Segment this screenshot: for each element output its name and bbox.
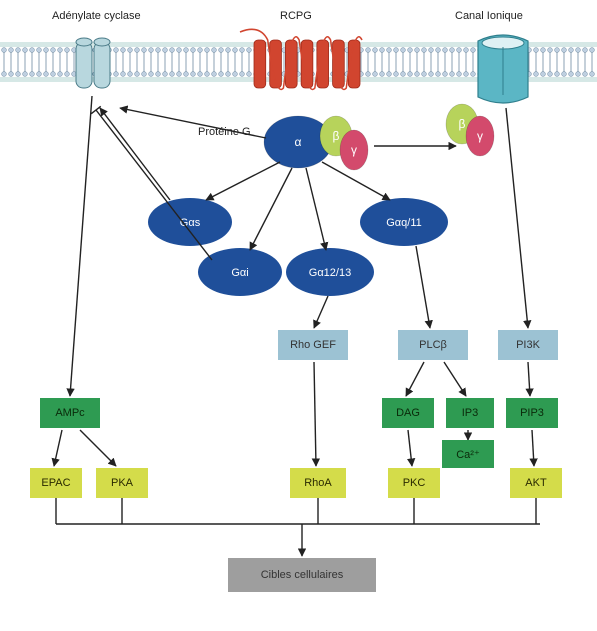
box-epac: EPAC — [30, 468, 82, 498]
label-proteine-g: Protéine G — [198, 126, 251, 138]
box-plcb: PLCβ — [398, 330, 468, 360]
arrow-ion-to-pi3k — [506, 108, 528, 328]
box-rhogef-text: Rho GEF — [290, 339, 336, 351]
svg-text:γ: γ — [351, 143, 357, 157]
arrow-dag-to-pkc — [408, 430, 412, 466]
svg-text:Gα12/13: Gα12/13 — [309, 267, 351, 279]
g-gamma: γ — [340, 130, 368, 170]
svg-text:Gαq/11: Gαq/11 — [386, 217, 422, 229]
arrow-gas-to-ac — [100, 108, 170, 200]
label-ac: Adénylate cyclase — [52, 10, 141, 22]
box-ip3-text: IP3 — [462, 407, 479, 419]
box-plcb-text: PLCβ — [419, 339, 447, 351]
node-ga12: Gα12/13 — [286, 248, 374, 296]
arrow-rhogef-to-rhoa — [314, 362, 316, 466]
proteine-g-text: Protéine G — [198, 126, 251, 138]
box-pi3k: PI3K — [498, 330, 558, 360]
label-rcpg: RCPG — [280, 10, 312, 22]
diagram-canvas: αβγβγGαsGαiGα12/13Gαq/11 Adénylate cycla… — [0, 0, 597, 631]
box-pka: PKA — [96, 468, 148, 498]
arrow-pi3k-to-pip3 — [528, 362, 530, 396]
box-rhoa: RhoA — [290, 468, 346, 498]
arrow-gai-to-ac-inhibit — [96, 110, 212, 260]
arrow-ac-to-ampc — [70, 96, 92, 396]
box-akt-text: AKT — [525, 477, 546, 489]
node-gas: Gαs — [148, 198, 232, 246]
label-ac-text: Adénylate cyclase — [52, 10, 141, 22]
label-ion-text: Canal Ionique — [455, 10, 523, 22]
arrow-plcb-to-dag — [406, 362, 424, 396]
box-rhogef: Rho GEF — [278, 330, 348, 360]
box-targets-text: Cibles cellulaires — [261, 569, 344, 581]
box-epac-text: EPAC — [41, 477, 70, 489]
svg-text:γ: γ — [477, 129, 483, 143]
svg-text:Gαi: Gαi — [231, 267, 248, 279]
node-gaq: Gαq/11 — [360, 198, 448, 246]
box-ampc-text: AMPc — [55, 407, 84, 419]
box-pip3-text: PIP3 — [520, 407, 544, 419]
svg-layer: αβγβγGαsGαiGα12/13Gαq/11 — [0, 0, 597, 631]
box-rhoa-text: RhoA — [304, 477, 332, 489]
svg-text:β: β — [333, 129, 340, 143]
rcpg-icon — [240, 29, 362, 89]
arrow-alpha-to-gai — [250, 168, 292, 250]
arrow-pip3-to-akt — [532, 430, 534, 466]
box-ampc: AMPc — [40, 398, 100, 428]
arrow-ampc-to-pka — [80, 430, 116, 466]
box-dag-text: DAG — [396, 407, 420, 419]
arrow-ampc-to-epac — [54, 430, 62, 466]
box-dag: DAG — [382, 398, 434, 428]
arrow-alpha-to-ga12 — [306, 168, 326, 250]
box-ca-text: Ca²⁺ — [456, 448, 480, 461]
svg-text:α: α — [295, 135, 302, 149]
ion-channel-icon — [478, 35, 528, 103]
box-pka-text: PKA — [111, 477, 133, 489]
box-akt: AKT — [510, 468, 562, 498]
arrow-ga12-to-rhogef — [314, 296, 328, 328]
arrow-plcb-to-ip3 — [444, 362, 466, 396]
box-pkc-text: PKC — [403, 477, 426, 489]
node-gai: Gαi — [198, 248, 282, 296]
arrow-alpha-to-gas — [206, 162, 280, 200]
label-rcpg-text: RCPG — [280, 10, 312, 22]
box-ca: Ca²⁺ — [442, 440, 494, 468]
label-ion: Canal Ionique — [455, 10, 523, 22]
svg-text:β: β — [459, 117, 466, 131]
box-targets: Cibles cellulaires — [228, 558, 376, 592]
box-pi3k-text: PI3K — [516, 339, 540, 351]
box-ip3: IP3 — [446, 398, 494, 428]
arrow-gaq-to-plcb — [416, 246, 430, 328]
box-pip3: PIP3 — [506, 398, 558, 428]
g-gamma-ion: γ — [466, 116, 494, 156]
box-pkc: PKC — [388, 468, 440, 498]
